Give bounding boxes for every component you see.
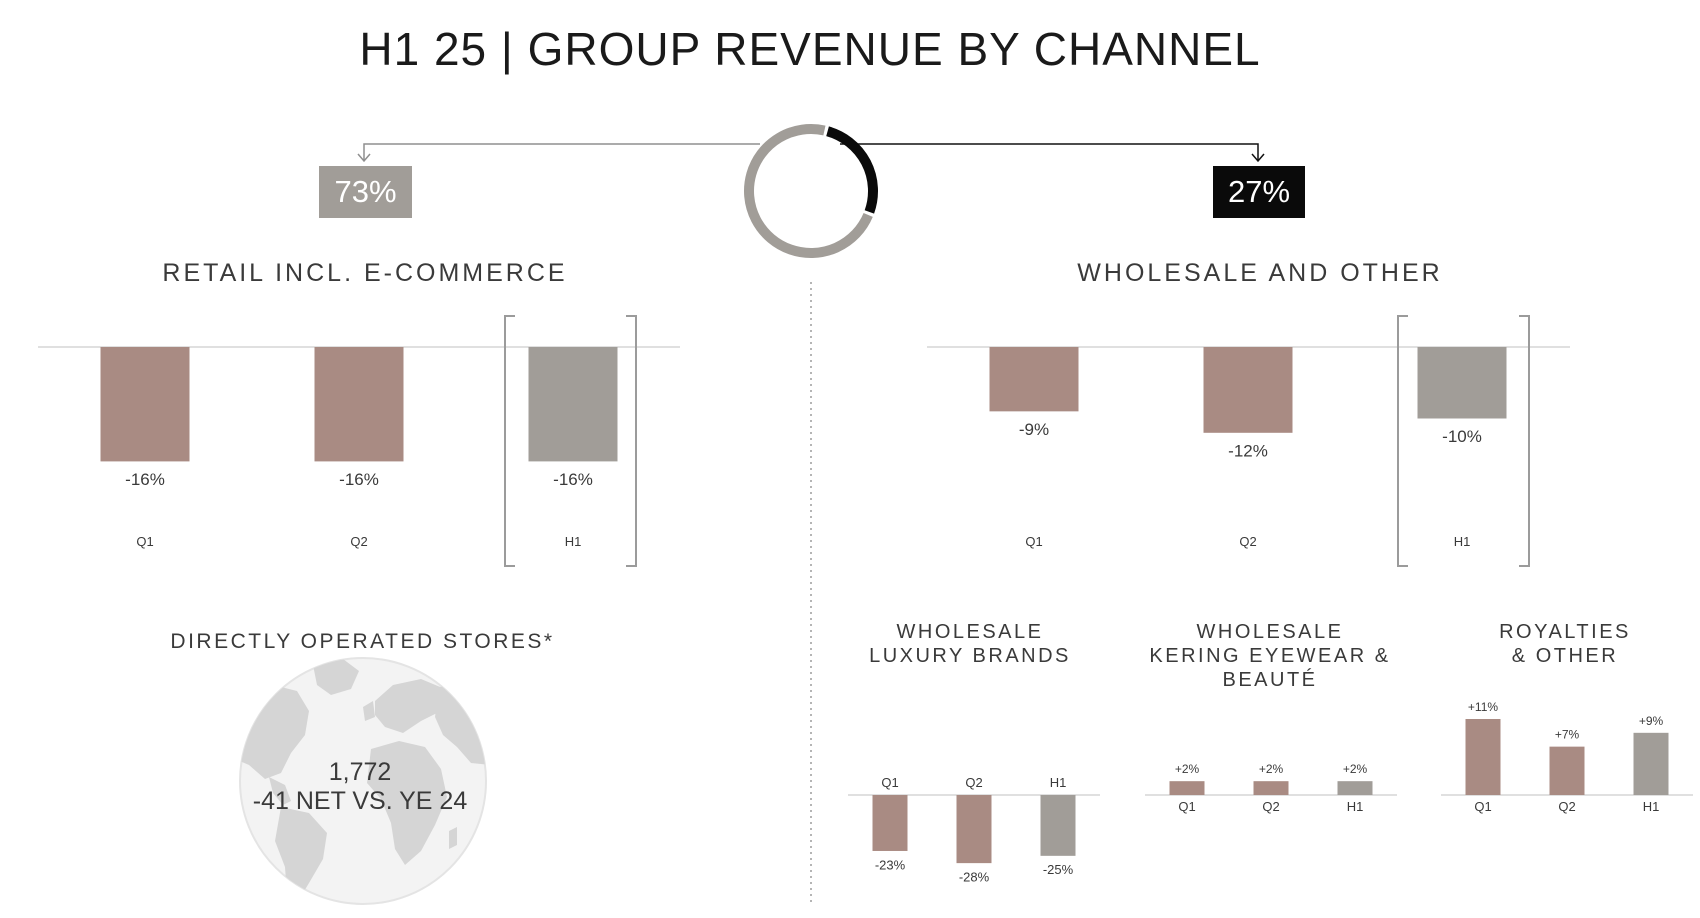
retail-bar-h1 (528, 347, 618, 462)
wholesale-connector-arrow (1251, 153, 1265, 163)
wholesale-bracket-left (1397, 315, 1408, 567)
wholesale-value-label: -9% (1019, 420, 1049, 439)
wholesale-category-label: Q2 (1239, 534, 1256, 549)
royalties-value-label: +7% (1555, 728, 1580, 742)
wholesale-eyewear-title: WHOLESALE KERING EYEWEAR & BEAUTÉ (1120, 620, 1420, 692)
luxury-title-line: WHOLESALE (896, 621, 1044, 643)
luxury-bar-q1 (872, 795, 908, 851)
retail-value-label: -16% (125, 470, 165, 489)
retail-connector (363, 143, 760, 160)
stores-title: DIRECTLY OPERATED STORES* (170, 630, 555, 653)
luxury-value-label: -23% (875, 857, 906, 872)
luxury-bar-q2 (956, 795, 992, 864)
luxury-category-label: Q1 (881, 775, 898, 790)
madagascar-shape (449, 827, 457, 849)
wholesale-section-title: WHOLESALE AND OTHER (1077, 259, 1443, 287)
wholesale-bar-h1 (1417, 347, 1507, 419)
donut-slice-retail (744, 124, 873, 258)
luxury-category-label: Q2 (965, 775, 982, 790)
luxury-value-label: -28% (959, 870, 990, 885)
channel-share-donut (744, 124, 878, 258)
royalties-title-line: & OTHER (1511, 645, 1619, 667)
wholesale-category-label: Q1 (1025, 534, 1042, 549)
central-america-shape (269, 777, 291, 805)
page-title: H1 25 | GROUP REVENUE BY CHANNEL (359, 23, 1261, 75)
retail-bracket-right (626, 315, 637, 567)
luxury-bar-h1 (1040, 795, 1076, 856)
royalties-bar-h1 (1633, 732, 1669, 795)
retail-category-label: Q1 (136, 534, 153, 549)
royalties-category-label: H1 (1643, 799, 1660, 814)
wholesale-luxury-title: WHOLESALE LUXURY BRANDS (840, 620, 1100, 668)
wholesale-share-value: 27% (1227, 174, 1291, 209)
uk-shape (363, 701, 375, 721)
eyewear-title-line: BEAUTÉ (1222, 669, 1318, 691)
wholesale-bar-q2 (1203, 347, 1293, 433)
eyewear-category-label: Q1 (1178, 799, 1195, 814)
eyewear-title-line: KERING EYEWEAR & (1149, 645, 1391, 667)
eyewear-value-label: +2% (1343, 762, 1368, 776)
stores-count: 1,772 (328, 758, 392, 786)
royalties-value-label: +11% (1468, 700, 1498, 714)
royalties-category-label: Q2 (1558, 799, 1575, 814)
wholesale-bracket-right (1519, 315, 1530, 567)
wholesale-share-badge: 27% (1213, 166, 1305, 218)
royalties-bar-q2 (1549, 746, 1585, 795)
globe-icon (239, 657, 487, 905)
retail-share-value: 73% (334, 174, 397, 209)
europe-shape (375, 679, 445, 733)
eyewear-category-label: H1 (1347, 799, 1364, 814)
wholesale-category-label: H1 (1454, 534, 1471, 549)
eyewear-value-label: +2% (1259, 762, 1284, 776)
retail-bar-q2 (314, 347, 404, 462)
stores-summary: 1,772 -41 NET VS. YE 24 (200, 758, 520, 816)
retail-category-label: H1 (565, 534, 582, 549)
retail-value-label: -16% (553, 470, 593, 489)
eyewear-bar-q1 (1169, 781, 1205, 795)
royalties-category-label: Q1 (1474, 799, 1491, 814)
retail-bar-q1 (100, 347, 190, 462)
donut-slice-wholesale (826, 126, 878, 214)
eyewear-bar-q2 (1253, 781, 1289, 795)
luxury-title-line: LUXURY BRANDS (869, 645, 1071, 667)
eyewear-category-label: Q2 (1262, 799, 1279, 814)
wholesale-value-label: -12% (1228, 441, 1268, 460)
africa-shape (367, 741, 447, 865)
wholesale-bar-q1 (989, 347, 1079, 412)
eyewear-value-label: +2% (1175, 762, 1200, 776)
retail-category-label: Q2 (350, 534, 367, 549)
eyewear-title-line: WHOLESALE (1196, 621, 1344, 643)
retail-value-label: -16% (339, 470, 379, 489)
retail-connector-arrow (357, 153, 371, 163)
royalties-bar-q1 (1465, 719, 1501, 795)
wholesale-value-label: -10% (1442, 427, 1482, 446)
retail-bracket-left (504, 315, 515, 567)
royalties-title-line: ROYALTIES (1499, 621, 1631, 643)
retail-share-badge: 73% (319, 166, 412, 218)
royalties-title: ROYALTIES & OTHER (1440, 620, 1690, 668)
luxury-value-label: -25% (1043, 862, 1074, 877)
retail-section-title: RETAIL INCL. E-COMMERCE (162, 259, 568, 287)
eyewear-bar-h1 (1337, 781, 1373, 795)
royalties-value-label: +9% (1639, 714, 1664, 728)
wholesale-connector (840, 143, 1259, 160)
luxury-category-label: H1 (1050, 775, 1067, 790)
greenland-shape (313, 659, 359, 695)
stores-change: -41 NET VS. YE 24 (252, 787, 468, 815)
